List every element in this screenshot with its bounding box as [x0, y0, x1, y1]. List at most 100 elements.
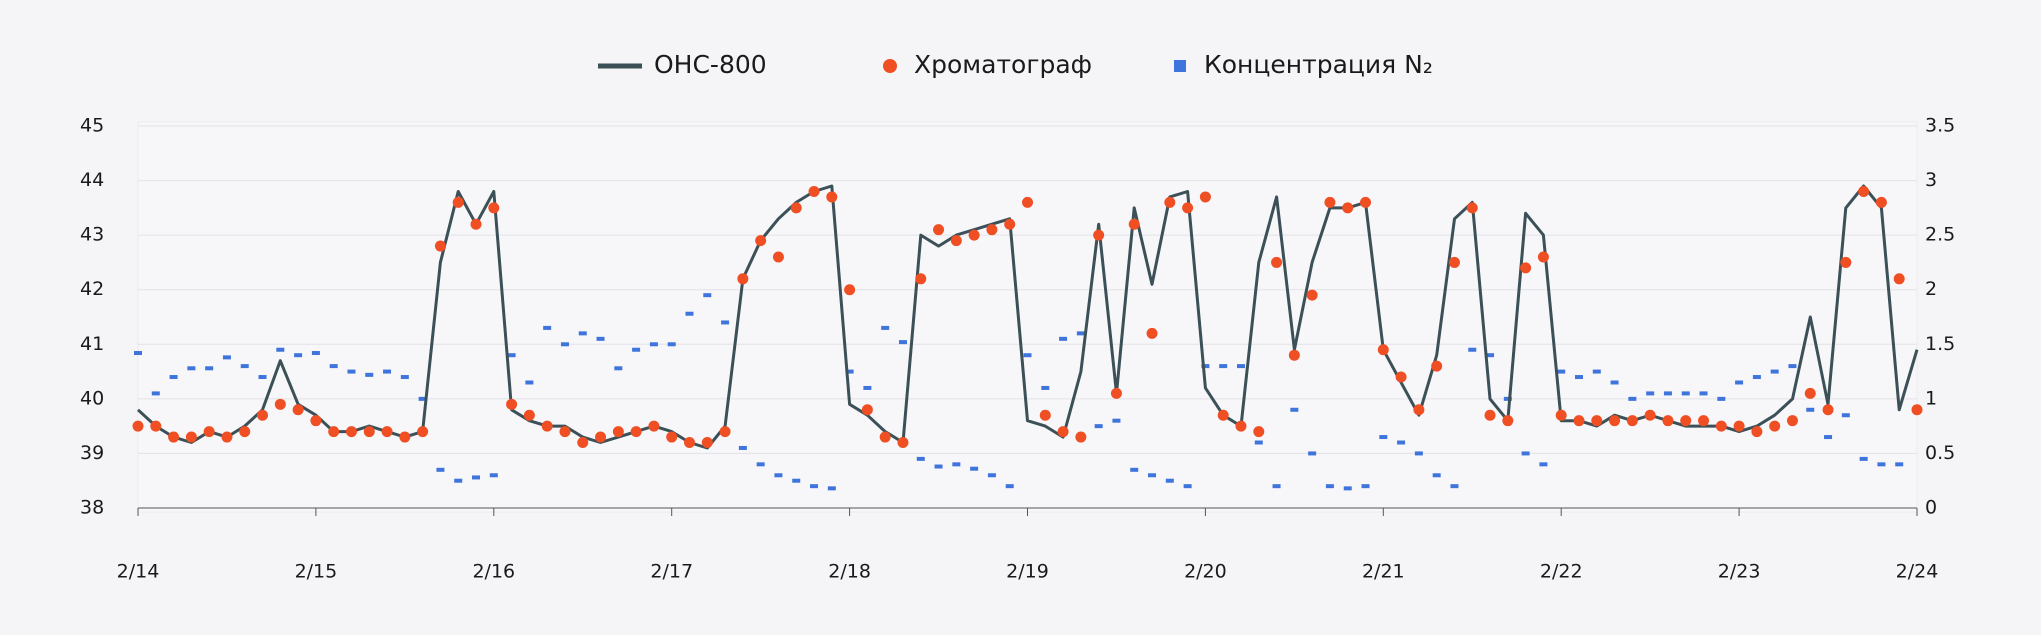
point [470, 218, 482, 230]
point [1146, 327, 1158, 339]
x-tick-label: 2/19 [1006, 561, 1049, 583]
y2-tick-label: 3 [1925, 169, 1937, 191]
point [844, 284, 856, 296]
point [1591, 415, 1603, 427]
point [1397, 440, 1406, 445]
point [363, 426, 375, 438]
y2-tick-label: 2 [1925, 278, 1937, 300]
point [1110, 387, 1122, 399]
y2-tick-label: 3.5 [1925, 115, 1955, 137]
point [1769, 420, 1781, 432]
point [1414, 451, 1423, 456]
point [1377, 344, 1389, 356]
point [221, 431, 233, 443]
point [772, 251, 784, 263]
point [612, 426, 624, 438]
point [1022, 196, 1033, 208]
point [879, 431, 891, 443]
point [1911, 404, 1923, 416]
point [595, 431, 607, 443]
point [151, 391, 160, 396]
point [881, 325, 890, 330]
point [683, 437, 695, 449]
point [1448, 256, 1460, 268]
point [1610, 380, 1619, 385]
point [1164, 196, 1176, 208]
point [1057, 426, 1069, 438]
point [523, 409, 535, 421]
point [1555, 409, 1567, 421]
x-tick-label: 2/21 [1362, 561, 1405, 583]
legend-label: ОНС-800 [654, 50, 767, 79]
point [667, 342, 676, 347]
point [1325, 484, 1334, 489]
point [666, 431, 678, 443]
point [1450, 484, 1459, 489]
point [240, 364, 249, 369]
point [1094, 424, 1103, 429]
point [365, 372, 374, 377]
point [968, 229, 980, 241]
point [701, 437, 713, 449]
y-tick-label: 45 [80, 115, 104, 137]
point [1041, 385, 1050, 390]
point [1059, 336, 1068, 341]
point [292, 404, 304, 416]
point [1521, 451, 1530, 456]
point [596, 336, 605, 341]
point [1165, 478, 1174, 483]
point [1806, 407, 1815, 412]
point [507, 353, 516, 358]
legend-label: Хроматограф [914, 50, 1092, 79]
point [790, 202, 802, 214]
point [1093, 229, 1105, 241]
point [239, 426, 251, 438]
x-tick-label: 2/22 [1540, 561, 1583, 583]
point [1698, 415, 1710, 427]
y-tick-label: 38 [80, 497, 104, 519]
x-tick-label: 2/16 [472, 561, 515, 583]
y2-tick-label: 0.5 [1925, 442, 1955, 464]
point [294, 353, 303, 358]
point [1148, 473, 1157, 478]
point [1557, 369, 1566, 374]
point [1253, 426, 1265, 438]
y2-tick-label: 0 [1925, 497, 1937, 519]
point [986, 224, 998, 236]
legend-swatch [1174, 60, 1186, 72]
point [1395, 371, 1407, 383]
point [810, 484, 819, 489]
point [1130, 467, 1139, 472]
point [1877, 462, 1886, 467]
x-tick-label: 2/17 [650, 561, 693, 583]
point [1272, 484, 1281, 489]
point [543, 325, 552, 330]
point [1822, 404, 1834, 416]
point [1537, 251, 1549, 263]
point [205, 366, 214, 371]
point [1432, 473, 1441, 478]
point [1235, 420, 1247, 432]
point [1699, 391, 1708, 396]
point [952, 462, 961, 467]
point [310, 415, 322, 427]
point [721, 320, 730, 325]
point [1680, 415, 1692, 427]
point [1199, 191, 1211, 203]
x-tick-label: 2/24 [1896, 561, 1939, 583]
point [559, 426, 571, 438]
point [614, 366, 623, 371]
point [933, 224, 945, 236]
point [1217, 409, 1229, 421]
point [1824, 435, 1833, 440]
point [1306, 289, 1318, 301]
point [274, 398, 286, 410]
point [987, 473, 996, 478]
point [1858, 185, 1870, 197]
y-tick-label: 41 [80, 333, 104, 355]
point [400, 375, 409, 380]
point [719, 426, 731, 438]
point [1413, 404, 1425, 416]
point [738, 445, 747, 450]
